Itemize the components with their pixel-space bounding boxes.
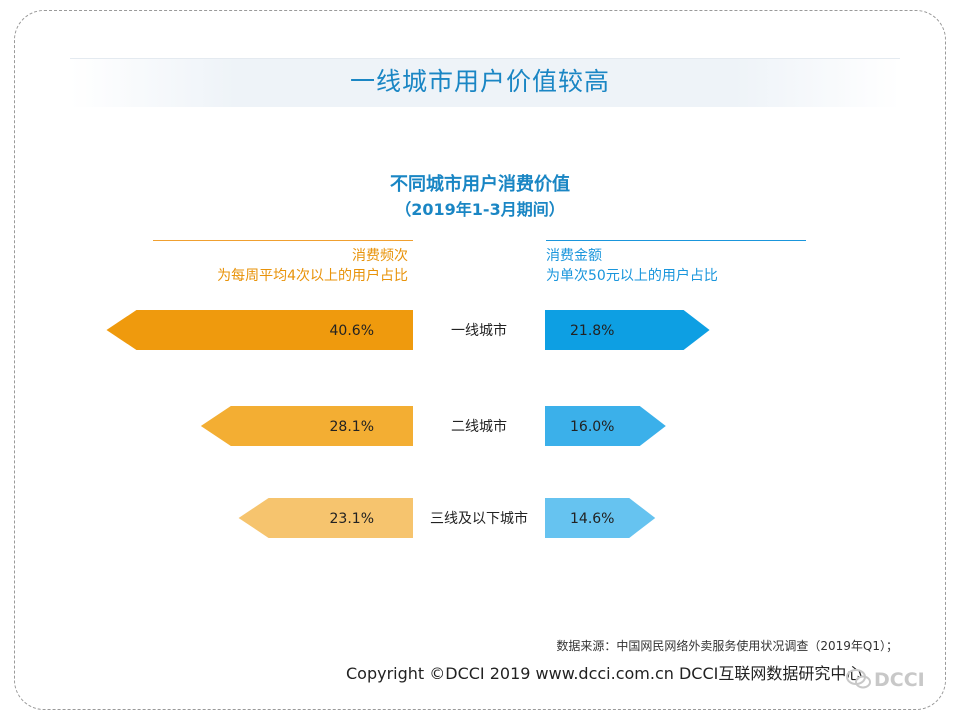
- right-header: 消费金额 为单次50元以上的用户占比: [546, 246, 806, 286]
- left-header: 消费频次 为每周平均4次以上的用户占比: [150, 246, 408, 286]
- category-label: 二线城市: [451, 418, 507, 435]
- left-header-rule: [153, 240, 413, 241]
- category-label: 三线及以下城市: [430, 510, 528, 527]
- amount-label: 14.6%: [570, 511, 614, 527]
- amount-label: 21.8%: [570, 323, 614, 339]
- left-header-desc: 为每周平均4次以上的用户占比: [217, 268, 408, 284]
- amount-bar: [545, 406, 666, 446]
- frequency-label: 28.1%: [330, 419, 374, 435]
- frequency-bar: [238, 498, 413, 538]
- title-band: [70, 58, 900, 107]
- wechat-icon: [846, 669, 871, 689]
- page-title: 一线城市用户价值较高: [349, 67, 610, 96]
- frequency-bar: [106, 310, 413, 350]
- watermark: DCCI: [874, 669, 925, 691]
- right-header-rule: [546, 240, 806, 241]
- right-header-title: 消费金额: [546, 248, 602, 264]
- data-source: 数据来源：中国网民网络外卖服务使用状况调查（2019年Q1）；: [556, 639, 898, 653]
- amount-label: 16.0%: [570, 419, 614, 435]
- slide-frame: [14, 10, 946, 710]
- frequency-bar: [200, 406, 413, 446]
- chart-title: 不同城市用户消费价值: [390, 174, 570, 195]
- frequency-label: 40.6%: [330, 323, 374, 339]
- left-header-title: 消费频次: [352, 248, 408, 264]
- right-header-desc: 为单次50元以上的用户占比: [546, 268, 718, 284]
- copyright: Copyright ©DCCI 2019 www.dcci.com.cn DCC…: [346, 664, 863, 683]
- category-label: 一线城市: [451, 322, 507, 339]
- amount-bar: [545, 498, 656, 538]
- amount-bar: [545, 310, 710, 350]
- frequency-label: 23.1%: [330, 511, 374, 527]
- chart-subtitle: （2019年1-3月期间）: [395, 200, 565, 219]
